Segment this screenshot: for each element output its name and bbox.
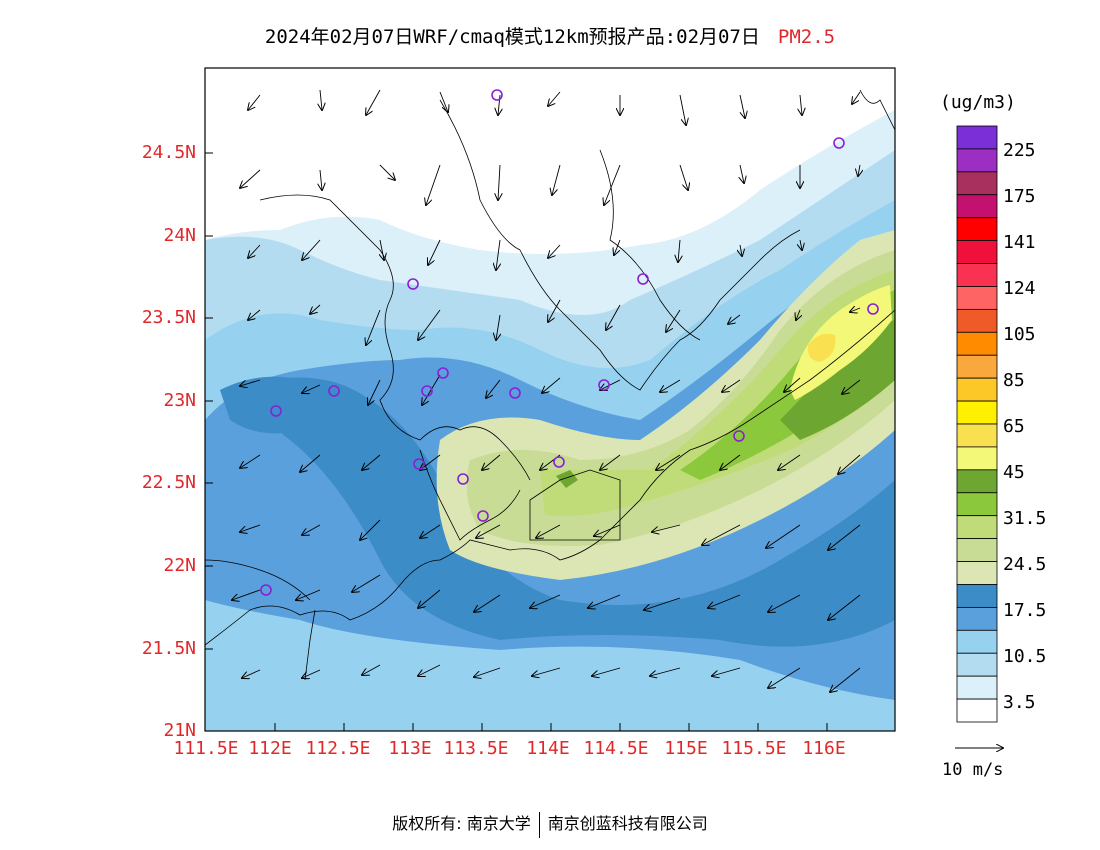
- colorbar-band: [956, 194, 998, 219]
- colorbar-label: 24.5: [1003, 554, 1047, 575]
- colorbar-band: [956, 400, 998, 425]
- colorbar-band: [956, 584, 998, 608]
- x-tick-label: 114E: [526, 738, 570, 759]
- x-tick-label: 112.5E: [305, 738, 371, 759]
- colorbar-band: [956, 171, 998, 196]
- colorbar-band: [956, 240, 998, 264]
- concentration-field: [205, 68, 895, 731]
- title-main: 2024年02月07日WRF/cmaq模式12km预报产品:02月07日: [264, 26, 760, 48]
- x-tick-label: 111.5E: [173, 738, 239, 759]
- colorbar-label: 105: [1003, 324, 1036, 345]
- colorbar-band: [956, 698, 998, 723]
- footer-separator: [538, 811, 540, 838]
- colorbar-band: [956, 515, 998, 540]
- colorbar-band: [956, 606, 998, 631]
- x-tick-label: 116E: [802, 738, 846, 759]
- colorbar-band: [956, 377, 998, 402]
- colorbar-label: 31.5: [1003, 508, 1047, 529]
- x-tick-label: 113.5E: [443, 738, 509, 759]
- y-tick-label: 22.5N: [141, 472, 196, 493]
- title-pollutant: PM2.5: [777, 26, 836, 48]
- colorbar-band: [956, 354, 998, 379]
- colorbar-band: [956, 423, 998, 448]
- colorbar-band: [956, 286, 998, 310]
- map-frame: [204, 67, 896, 732]
- y-tick-label: 23.5N: [141, 307, 196, 328]
- colorbar-label: 225: [1003, 140, 1036, 161]
- coastline-boundaries: [205, 89, 895, 681]
- footer-left: 版权所有: 南京大学: [392, 814, 531, 833]
- colorbar-band: [956, 125, 998, 150]
- map-title: 2024年02月07日WRF/cmaq模式12km预报产品:02月07日 PM2.…: [0, 22, 1100, 49]
- colorbar-band: [956, 331, 998, 356]
- colorbar-band: [956, 217, 998, 242]
- colorbar-label: 175: [1003, 186, 1036, 207]
- colorbar-label: 141: [1003, 232, 1036, 253]
- colorbar-band: [956, 561, 998, 585]
- colorbar-band: [956, 675, 998, 700]
- colorbar-label: 17.5: [1003, 600, 1047, 621]
- colorbar-label: 85: [1003, 370, 1025, 391]
- colorbar-band: [956, 148, 998, 173]
- x-tick-label: 112E: [248, 738, 292, 759]
- colorbar: [956, 125, 998, 723]
- colorbar-band: [956, 629, 998, 654]
- colorbar-band: [956, 652, 998, 677]
- colorbar-label: 10.5: [1003, 646, 1047, 667]
- y-tick-label: 21.5N: [141, 638, 196, 659]
- x-tick-label: 114.5E: [583, 738, 649, 759]
- colorbar-label: 124: [1003, 278, 1036, 299]
- wind-vectors: [232, 89, 860, 692]
- y-tick-label: 24N: [163, 225, 196, 246]
- colorbar-label: 45: [1003, 462, 1025, 483]
- y-tick-label: 23N: [163, 390, 196, 411]
- y-tick-label: 24.5N: [141, 142, 196, 163]
- copyright-footer: 版权所有: 南京大学 南京创蓝科技有限公司: [0, 810, 1100, 838]
- footer-right: 南京创蓝科技有限公司: [547, 814, 708, 833]
- colorbar-band: [956, 263, 998, 287]
- colorbar-unit: (ug/m3): [940, 92, 1016, 113]
- colorbar-band: [956, 446, 998, 471]
- wind-reference-label: 10 m/s: [942, 760, 1004, 780]
- station-markers: [260, 89, 879, 596]
- colorbar-band: [956, 308, 998, 333]
- axis-ticks: [204, 152, 828, 732]
- colorbar-label: 3.5: [1003, 692, 1036, 713]
- y-tick-label: 22N: [163, 555, 196, 576]
- x-tick-label: 115.5E: [721, 738, 787, 759]
- y-tick-label: 21N: [163, 720, 196, 741]
- colorbar-label: 65: [1003, 416, 1025, 437]
- colorbar-band: [956, 538, 998, 562]
- colorbar-band: [956, 492, 998, 517]
- x-tick-label: 113E: [388, 738, 432, 759]
- colorbar-band: [956, 469, 998, 494]
- x-tick-label: 115E: [664, 738, 708, 759]
